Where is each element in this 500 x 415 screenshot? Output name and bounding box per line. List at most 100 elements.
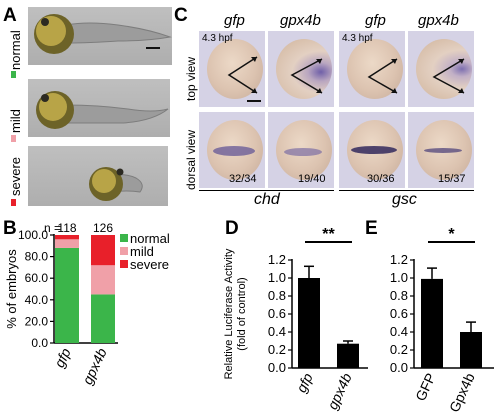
- ratio-gpx4b-chd: 19/40: [298, 173, 326, 185]
- y-tick-label: 0.6: [268, 306, 286, 321]
- embryo-photo-mild: [28, 79, 170, 137]
- condition-swatch-severe: [11, 199, 16, 206]
- header-gpx4b-1: gpx4b: [280, 12, 321, 29]
- y-tick-label: 0.2: [390, 342, 408, 357]
- embryo-photo-normal: [28, 7, 172, 65]
- y-tick-label: 60.0: [25, 271, 49, 285]
- legend-swatch-severe: [120, 260, 128, 268]
- y-tick-label: 0.4: [268, 324, 286, 339]
- significance-stars: *: [448, 226, 455, 243]
- bar: [460, 332, 482, 368]
- n-value: 126: [93, 222, 113, 235]
- significance-stars: **: [322, 226, 335, 243]
- panel-e-letter: E: [365, 218, 378, 239]
- stain-band: [424, 148, 462, 153]
- row-label-top-view: top view: [184, 56, 198, 101]
- y-axis-title: (fold of control): [236, 277, 248, 350]
- panel-b-letter: B: [3, 218, 17, 239]
- legend-label-mild: mild: [130, 244, 154, 259]
- gene-label-chd: chd: [254, 191, 280, 208]
- header-gfp-1: gfp: [224, 12, 245, 29]
- condition-swatch-normal: [11, 71, 16, 78]
- condition-swatch-mild: [11, 135, 16, 142]
- stain-band: [213, 146, 255, 156]
- stain-band: [351, 146, 397, 154]
- ish-dorsal-gfp-chd: 32/34: [199, 112, 265, 188]
- y-tick-label: 20.0: [25, 314, 49, 328]
- bar-segment-normal: [91, 294, 115, 343]
- header-gfp-2: gfp: [365, 12, 386, 29]
- x-tick-label: gfp: [293, 370, 316, 395]
- legend-label-severe: severe: [130, 257, 169, 272]
- legend-swatch-normal: [120, 234, 128, 242]
- panel-a-letter: A: [3, 5, 17, 26]
- y-tick-label: 100.0: [18, 228, 48, 242]
- hpf-label-1: 4.3 hpf: [202, 33, 233, 44]
- embryo-photo-severe: [28, 146, 168, 206]
- legend-swatch-mild: [120, 247, 128, 255]
- arrow-pair-icon: [367, 58, 398, 94]
- bar: [298, 278, 320, 368]
- ratio-gfp-gsc: 30/36: [367, 173, 395, 185]
- scale-bar-c: [247, 100, 261, 102]
- row-label-dorsal-view: dorsal view: [184, 129, 198, 190]
- y-axis-title: Relative Luciferase Activity: [223, 248, 235, 379]
- gene-divider-gsc: [339, 190, 474, 191]
- bar: [337, 343, 359, 368]
- ratio-gfp-chd: 32/34: [229, 173, 257, 185]
- y-axis-title: % of embryos: [4, 249, 19, 329]
- panel-d-letter: D: [225, 218, 239, 239]
- ish-top-gpx4b-gsc: [408, 31, 474, 107]
- y-tick-label: 0.0: [268, 360, 286, 375]
- y-tick-label: 0.4: [390, 324, 408, 339]
- ish-top-gpx4b-chd: [268, 31, 334, 107]
- panel-c-letter: C: [174, 5, 188, 26]
- bar-segment-severe: [91, 235, 115, 266]
- ish-top-gfp-gsc: 4.3 hpf: [339, 31, 405, 107]
- legend-label-normal: normal: [130, 231, 170, 246]
- gene-divider-chd: [199, 190, 334, 191]
- y-tick-label: 40.0: [25, 293, 49, 307]
- stain-band: [284, 148, 322, 156]
- bar-segment-severe: [55, 235, 79, 240]
- arrow-pair-icon: [290, 58, 323, 94]
- condition-label-mild: mild: [8, 109, 23, 133]
- stacked-bar-chart-b: 0.0 20.0 40.0 60.0 80.0 100.0 % of embryos gfp g…: [4, 222, 170, 387]
- gene-label-gsc: gsc: [392, 191, 417, 208]
- x-tick-label: GFP: [412, 371, 439, 404]
- y-tick-label: 1.0: [268, 270, 286, 285]
- x-tick-label: Gpx4b: [446, 370, 478, 412]
- arrow-pair-icon: [227, 56, 258, 94]
- header-gpx4b-2: gpx4b: [418, 12, 459, 29]
- x-tick-label: gpx4b: [79, 345, 110, 387]
- n-value: 118: [57, 222, 76, 235]
- embryo-mild-drawing: [36, 91, 169, 129]
- condition-label-normal: normal: [8, 30, 23, 70]
- y-tick-label: 0.8: [268, 288, 286, 303]
- arrow-pair-icon: [432, 58, 465, 94]
- ish-dorsal-gpx4b-chd: 19/40: [268, 112, 334, 188]
- bar-segment-mild: [91, 265, 115, 295]
- y-tick-label: 0.6: [390, 306, 408, 321]
- embryo-severe-drawing: [89, 167, 143, 201]
- y-tick-label: 80.0: [25, 250, 49, 264]
- condition-label-severe: severe: [8, 156, 23, 196]
- ish-top-gfp-chd: 4.3 hpf: [199, 31, 265, 107]
- n-prefix: n =: [44, 222, 61, 235]
- y-tick-label: 1.0: [390, 270, 408, 285]
- hpf-label-2: 4.3 hpf: [342, 33, 373, 44]
- ish-dorsal-gpx4b-gsc: 15/37: [408, 112, 474, 188]
- embryo-normal-drawing: [34, 14, 172, 54]
- bar-segment-normal: [55, 247, 79, 343]
- bar-chart-e: 0.0 0.2 0.4 0.6 0.8 1.0 1.2 GFP Gpx4b *: [390, 226, 494, 412]
- x-tick-label: gfp: [51, 345, 74, 370]
- y-tick-label: 1.2: [268, 252, 286, 267]
- y-tick-label: 0.2: [268, 342, 286, 357]
- y-tick-label: 0.0: [31, 336, 48, 350]
- y-tick-label: 1.2: [390, 252, 408, 267]
- y-tick-label: 0.8: [390, 288, 408, 303]
- ratio-gpx4b-gsc: 15/37: [438, 173, 466, 185]
- x-tick-label: gpx4b: [324, 370, 355, 412]
- ish-dorsal-gfp-gsc: 30/36: [339, 112, 405, 188]
- bar-chart-d: 0.0 0.2 0.4 0.6 0.8 1.0 1.2 Relative Luciferase…: [223, 226, 368, 412]
